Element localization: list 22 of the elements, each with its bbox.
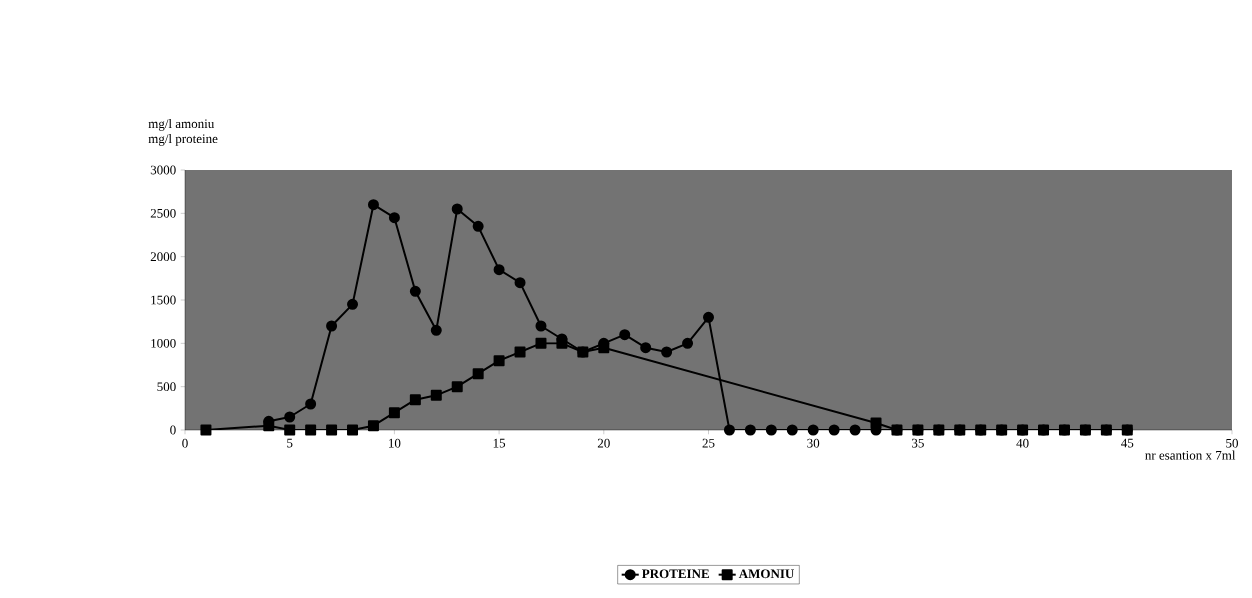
x-tick-label: 40 [1016, 438, 1029, 448]
x-tick-label: 0 [182, 438, 188, 448]
x-tick-label: 30 [807, 438, 820, 448]
x-tick-label: 15 [493, 438, 506, 448]
x-axis-title: nr esantion x 7ml [1145, 450, 1236, 460]
x-tick-label: 50 [1226, 438, 1238, 448]
y-tick-label: 1500 [151, 295, 176, 305]
y-tick-label: 500 [157, 382, 176, 392]
y-tick-label: 2500 [150, 208, 176, 218]
legend-label: AMONIU [738, 569, 794, 579]
y-axis-title: mg/l amoniu mg/l proteine [148, 118, 218, 146]
y-tick-label: 1000 [151, 338, 176, 348]
y-tick-label: 3000 [150, 165, 176, 175]
y-tick-label: 0 [170, 425, 176, 435]
y-tick-label: 2000 [150, 252, 176, 262]
x-tick-label: 10 [389, 438, 401, 448]
x-tick-label: 35 [912, 438, 924, 448]
x-tick-label: 45 [1121, 438, 1134, 448]
x-tick-label: 25 [702, 438, 715, 448]
x-tick-label: 5 [287, 438, 293, 448]
legend-label: PROTEINE [641, 569, 709, 579]
x-tick-label: 20 [597, 438, 610, 448]
